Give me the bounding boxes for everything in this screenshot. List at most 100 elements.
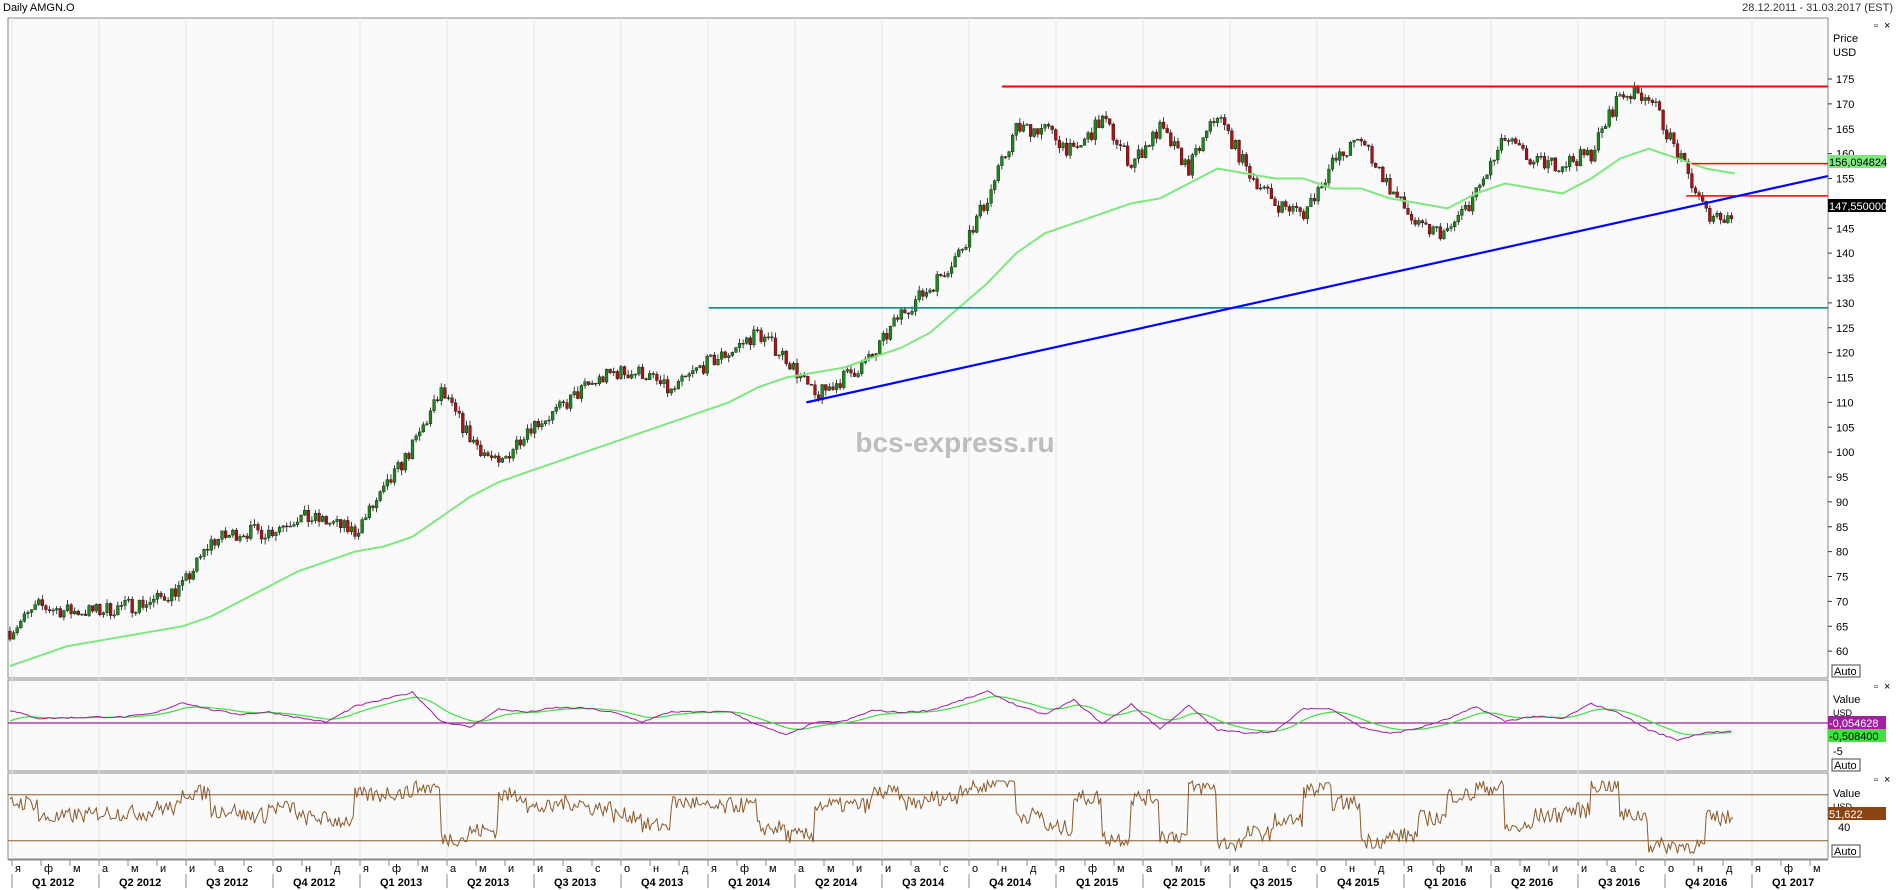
candle-body (188, 573, 192, 580)
candle-body (58, 608, 62, 618)
candle-body (561, 401, 566, 403)
candle-body (586, 381, 591, 385)
candle-body (1262, 186, 1266, 189)
candle-body (1341, 151, 1345, 156)
candle-body (1287, 206, 1291, 212)
candle-body (213, 539, 217, 546)
candle-body (655, 373, 659, 381)
month-label: о (624, 863, 630, 875)
candle-body (162, 596, 167, 601)
month-label: с (247, 863, 253, 875)
candle-body (1575, 161, 1579, 167)
month-label: а (218, 863, 225, 875)
candle-body (1057, 139, 1061, 149)
candle-body (1729, 215, 1734, 220)
candle-body (1161, 121, 1166, 129)
candle-body (1539, 156, 1543, 158)
candle-body (928, 289, 932, 293)
month-label: с (943, 863, 949, 875)
candle-body (608, 369, 612, 373)
candle-body (1165, 128, 1169, 133)
candle-body (1582, 149, 1586, 156)
maximize-icon[interactable]: ▫ (1874, 20, 1878, 32)
candle-body (601, 376, 605, 383)
month-label: а (1610, 863, 1617, 875)
price-axis: 60 65 70 75 80 85 90 95 100 105 110 115 120 125 130 135… (1828, 74, 1854, 658)
candle-body (1093, 119, 1097, 140)
candle-body (1632, 86, 1636, 99)
candle-body (19, 621, 23, 628)
candle-body (1356, 138, 1360, 141)
candle-body (1492, 159, 1496, 162)
candle-body (475, 439, 479, 446)
candle-body (256, 524, 260, 531)
candle-body (533, 421, 537, 434)
candle-body (1693, 187, 1698, 193)
candle-body (1553, 157, 1557, 172)
candle-body (975, 215, 979, 233)
candle-body (1100, 115, 1105, 128)
month-label: о (1320, 863, 1326, 875)
close-icon[interactable]: × (1884, 20, 1890, 32)
candle-body (888, 326, 893, 340)
candle-body (910, 311, 914, 315)
candle-body (87, 605, 91, 616)
candle-body (134, 612, 138, 614)
macd-axis-unit: USD (1833, 708, 1853, 718)
maximize-icon-macd[interactable]: ▫ (1874, 681, 1878, 693)
candle-body (737, 343, 742, 348)
maximize-icon-rsi[interactable]: ▫ (1874, 774, 1878, 786)
candle-body (745, 337, 749, 344)
candle-body (303, 509, 307, 516)
quarter-label: Q3 2015 (1250, 877, 1292, 889)
candle-body (26, 612, 30, 614)
candle-body (741, 343, 745, 345)
candle-body (633, 373, 637, 376)
auto-button-macd[interactable] (1831, 758, 1861, 772)
candle-body (1600, 128, 1604, 133)
close-icon-macd[interactable]: × (1884, 681, 1890, 693)
candle-body (834, 383, 839, 390)
candle-body (1025, 124, 1029, 126)
price-series (8, 82, 1736, 667)
candle-body (1000, 156, 1004, 166)
auto-button-rsi[interactable] (1831, 844, 1861, 858)
candle-body (1456, 215, 1460, 223)
candle-body (1043, 124, 1047, 129)
candle-body (1463, 205, 1468, 210)
candle-body (917, 290, 921, 300)
candle-body (906, 312, 911, 315)
candle-body (1370, 146, 1374, 164)
month-label: м (827, 863, 835, 875)
candle-body (471, 439, 476, 443)
candle-body (367, 505, 371, 518)
month-label: а (1146, 863, 1153, 875)
month-label: и (189, 863, 195, 875)
candle-body (680, 375, 684, 382)
close-icon-rsi[interactable]: × (1884, 774, 1890, 786)
candle-body (428, 410, 433, 424)
candle-body (709, 354, 713, 357)
price-tick-label: 65 (1836, 621, 1848, 633)
month-label: а (450, 863, 457, 875)
candle-body (94, 604, 98, 612)
price-tick-label: 145 (1836, 223, 1854, 235)
candle-body (1639, 92, 1644, 101)
candle-body (1039, 128, 1044, 135)
candle-body (759, 329, 763, 342)
candle-body (1366, 144, 1371, 147)
candle-body (1417, 220, 1421, 225)
candle-body (914, 299, 918, 312)
candle-body (993, 180, 997, 190)
price-tick-label: 130 (1836, 298, 1854, 310)
candle-body (1593, 149, 1597, 162)
price-tick-label: 105 (1836, 422, 1854, 434)
candle-body (1309, 198, 1313, 207)
rsi-axis-title: Value (1833, 788, 1860, 800)
candle-body (76, 610, 80, 615)
month-label: и (1233, 863, 1239, 875)
candle-body (1140, 149, 1144, 158)
auto-button-price[interactable] (1831, 664, 1861, 678)
candle-body (935, 274, 939, 292)
